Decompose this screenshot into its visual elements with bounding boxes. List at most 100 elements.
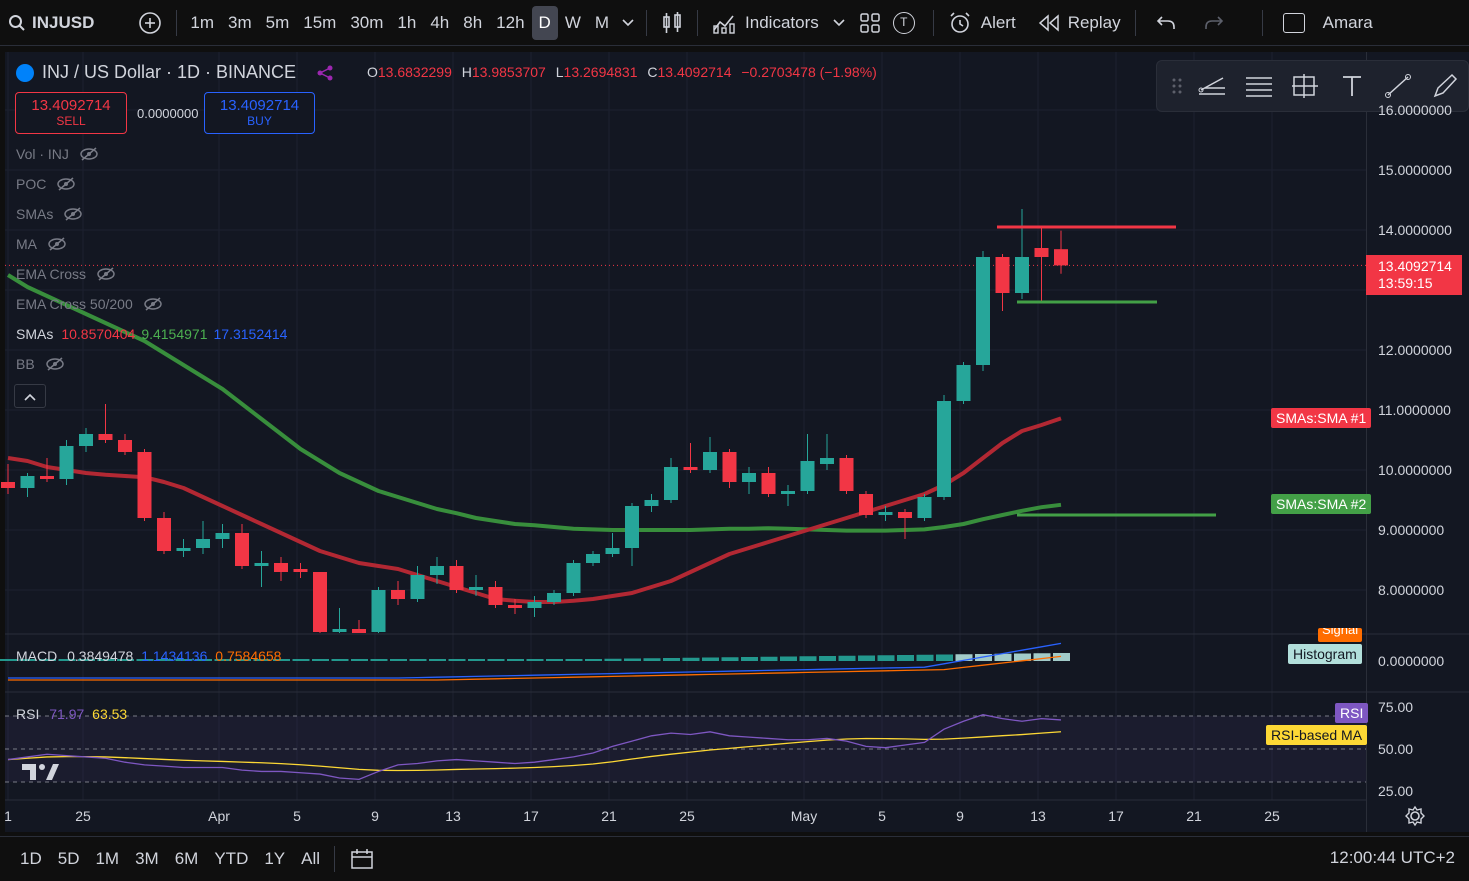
eye-hidden-icon[interactable] <box>79 147 99 161</box>
clock[interactable]: 12:00:44 UTC+2 <box>1329 848 1455 867</box>
eye-hidden-icon[interactable] <box>56 177 76 191</box>
macd-histogram-bar <box>136 659 154 661</box>
timeframe-12h[interactable]: 12h <box>496 12 525 32</box>
redo-button[interactable] <box>1196 0 1232 46</box>
trend-lines-tool[interactable] <box>1189 66 1236 106</box>
timeframe-M[interactable]: M <box>594 12 610 32</box>
candle-body <box>644 500 659 506</box>
text-tool[interactable] <box>1328 66 1375 106</box>
brush-tool[interactable] <box>1375 66 1422 106</box>
compare-button[interactable] <box>130 0 170 46</box>
sma1-tag: SMAs:SMA #1 <box>1271 408 1372 428</box>
candle <box>722 449 737 488</box>
settings-icon[interactable] <box>1404 805 1426 827</box>
timeframe-1h[interactable]: 1h <box>397 12 417 32</box>
range-5d[interactable]: 5D <box>57 849 80 868</box>
macd-histogram-bar <box>643 658 661 661</box>
rsi-axis-25: 25.00 <box>1378 783 1414 799</box>
sell-button[interactable]: 13.4092714 SELL <box>15 92 127 134</box>
indicator-legend-1[interactable]: POC <box>16 176 76 192</box>
pen-tool[interactable] <box>1422 66 1469 106</box>
goto-date-button[interactable] <box>341 848 383 870</box>
timeframe-30m[interactable]: 30m <box>350 12 384 32</box>
timeframe-3m[interactable]: 3m <box>227 12 252 32</box>
tradingview-logo[interactable] <box>20 762 60 782</box>
high-label: H <box>461 64 472 80</box>
macd-line <box>8 642 1062 679</box>
rsi-legend[interactable]: RSI 71.97 63.53 <box>16 706 127 722</box>
chart-type-button[interactable] <box>653 0 691 46</box>
undo-button[interactable] <box>1148 0 1184 46</box>
range-6m[interactable]: 6M <box>174 849 199 868</box>
candle <box>898 509 912 539</box>
range-1y[interactable]: 1Y <box>264 849 286 868</box>
indicator-legend-2[interactable]: SMAs <box>16 206 83 222</box>
eye-hidden-icon[interactable] <box>47 237 67 251</box>
timeframe-8h[interactable]: 8h <box>463 12 483 32</box>
candle-body <box>430 566 444 575</box>
indicator-templates-dropdown[interactable] <box>827 0 851 46</box>
range-all[interactable]: All <box>301 849 321 868</box>
indicators-button[interactable]: Indicators <box>704 0 827 46</box>
bb-legend[interactable]: BB <box>16 356 65 372</box>
range-ytd[interactable]: YTD <box>214 849 249 868</box>
indicator-label: SMAs <box>16 206 54 222</box>
replay-button[interactable]: Replay <box>1030 0 1129 46</box>
eye-hidden-icon[interactable] <box>96 267 116 281</box>
buy-button[interactable]: 13.4092714 BUY <box>204 92 315 134</box>
eye-hidden-icon[interactable] <box>45 357 65 371</box>
candle <box>469 575 483 596</box>
timeframe-4h[interactable]: 4h <box>430 12 450 32</box>
sma2-value: 9.4154971 <box>141 326 208 342</box>
timeframe-W[interactable]: W <box>564 12 581 32</box>
macd-histogram-bar <box>156 659 173 661</box>
timeframe-D[interactable]: D <box>531 5 558 40</box>
macd-histogram-bar <box>780 656 797 661</box>
smas-legend[interactable]: SMAs 10.8570404 9.4154971 17.3152414 <box>16 326 287 342</box>
timeframe-15m[interactable]: 15m <box>303 12 337 32</box>
chart-pane[interactable] <box>5 52 1366 832</box>
text-icon <box>1342 76 1361 96</box>
bb-label: BB <box>16 356 35 372</box>
patterns-tool[interactable] <box>1282 66 1329 106</box>
chart-legend[interactable]: INJ / US Dollar · 1D · BINANCE <box>16 62 334 83</box>
indicator-legend-0[interactable]: Vol · INJ <box>16 146 99 162</box>
candle-body <box>859 494 873 515</box>
eye-hidden-icon[interactable] <box>143 297 163 311</box>
template-button[interactable]: T <box>889 0 919 46</box>
price-axis[interactable] <box>1366 52 1469 832</box>
range-3m[interactable]: 3M <box>135 849 159 868</box>
indicator-legend-4[interactable]: EMA Cross <box>16 266 116 282</box>
indicator-legend-5[interactable]: EMA Cross 50/200 <box>16 296 163 312</box>
candle <box>157 512 171 554</box>
macd-legend[interactable]: MACD 0.3849478 1.1434136 0.7584658 <box>16 648 281 664</box>
timeframe-dropdown[interactable] <box>616 0 640 46</box>
fib-tool[interactable] <box>1235 66 1282 106</box>
spread-value: 0.0000000 <box>137 106 199 121</box>
drag-handle[interactable] <box>1165 66 1189 106</box>
indicator-label: POC <box>16 176 47 192</box>
range-1m[interactable]: 1M <box>95 849 120 868</box>
share-icon[interactable] <box>316 64 334 82</box>
symbol-search[interactable]: INJUSD <box>0 0 102 46</box>
candle-body <box>566 563 581 593</box>
timeframe-5m[interactable]: 5m <box>265 12 290 32</box>
candle-body <box>898 512 912 518</box>
macd-histogram-bar <box>507 659 524 661</box>
timeframe-1m[interactable]: 1m <box>190 12 214 32</box>
candle <box>742 467 756 494</box>
indicator-legend-3[interactable]: MA <box>16 236 67 252</box>
eye-hidden-icon[interactable] <box>63 207 83 221</box>
candle-body <box>332 629 347 632</box>
alert-button[interactable]: Alert <box>940 0 1024 46</box>
layout-name-button[interactable]: Amara <box>1275 0 1381 46</box>
range-1d[interactable]: 1D <box>20 849 42 868</box>
macd-histogram-bar <box>468 659 485 661</box>
layout-button[interactable] <box>851 0 889 46</box>
undo-icon <box>1156 15 1175 29</box>
time-axis-label: 17 <box>523 808 539 824</box>
time-axis-label: 5 <box>878 808 886 824</box>
collapse-legend-button[interactable] <box>14 384 46 408</box>
sma1-value: 10.8570404 <box>61 326 136 342</box>
